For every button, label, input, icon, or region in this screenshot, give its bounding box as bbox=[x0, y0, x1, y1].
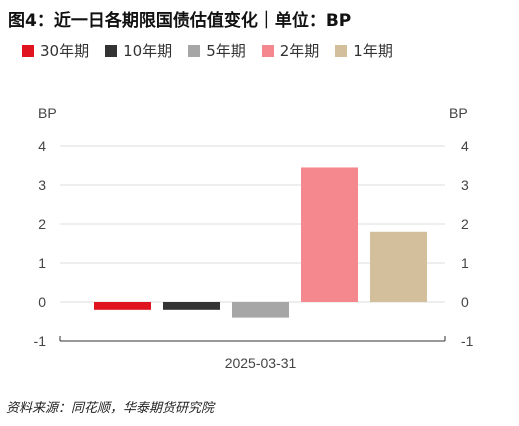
y-tick-label-left: 4 bbox=[38, 138, 46, 154]
y-tick-label-right: 4 bbox=[461, 138, 469, 154]
y-tick-label-left: 0 bbox=[38, 294, 46, 310]
y-tick-label-left: 3 bbox=[38, 177, 46, 193]
legend-label: 5年期 bbox=[206, 42, 246, 60]
legend-swatch bbox=[261, 44, 274, 57]
bar bbox=[301, 167, 358, 302]
legend-label: 2年期 bbox=[279, 42, 320, 60]
bar bbox=[232, 302, 289, 318]
legend-swatch bbox=[335, 44, 348, 57]
x-tick-label: 2025-03-31 bbox=[225, 355, 297, 371]
y-tick-label-right: 0 bbox=[461, 294, 469, 310]
legend-label: 30年期 bbox=[40, 42, 90, 60]
y-tick-label-left: 1 bbox=[38, 255, 46, 271]
legend-swatch bbox=[105, 44, 118, 57]
y-tick-label-right: 2 bbox=[461, 216, 469, 232]
y-tick-label-right: 1 bbox=[461, 255, 469, 271]
legend-swatch bbox=[188, 44, 201, 57]
legend-item: 10年期 bbox=[105, 40, 172, 61]
legend-item: 5年期 bbox=[188, 40, 246, 61]
bar bbox=[163, 302, 220, 310]
legend-item: 30年期 bbox=[22, 40, 89, 61]
source-note: 资料来源：同花顺，华泰期货研究院 bbox=[6, 401, 215, 416]
y-tick-label-right: 3 bbox=[461, 177, 469, 193]
bar bbox=[94, 302, 151, 310]
chart-title: 图4：近一日各期限国债估值变化｜单位：BP bbox=[8, 11, 352, 31]
legend-label: 10年期 bbox=[123, 42, 173, 60]
y-axis-label-right: BP bbox=[449, 105, 468, 121]
y-axis-label-left: BP bbox=[38, 105, 57, 121]
legend-item: 1年期 bbox=[335, 40, 393, 61]
y-tick-label-right: -1 bbox=[461, 333, 474, 349]
legend-item: 2年期 bbox=[261, 40, 320, 61]
legend: 30年期 10年期 5年期 2年期 1年期 bbox=[22, 40, 409, 61]
bar bbox=[370, 231, 427, 302]
y-tick-label-left: 2 bbox=[38, 216, 46, 232]
y-tick-label-left: -1 bbox=[34, 333, 47, 349]
legend-label: 1年期 bbox=[353, 42, 393, 60]
legend-swatch bbox=[22, 44, 34, 57]
